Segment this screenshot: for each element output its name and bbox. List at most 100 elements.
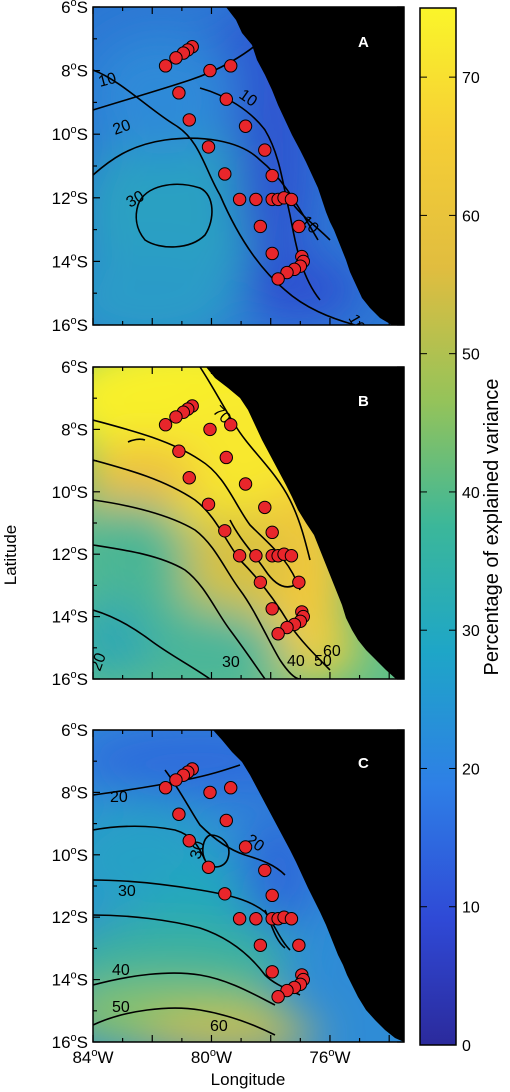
station-marker — [258, 863, 272, 878]
station-marker — [232, 549, 247, 563]
lat-tick-label: 8oS — [61, 61, 88, 81]
station-marker — [265, 965, 279, 979]
station-marker — [158, 59, 173, 73]
lat-tick-label: 10oS — [52, 482, 88, 502]
station-marker — [253, 219, 268, 234]
colorbar: 0 10 20 30 40 50 60 70 Percentage of explained … — [419, 7, 503, 1055]
station-marker — [238, 477, 253, 491]
colorbar-label: Percentage of explained variance — [481, 379, 503, 676]
lon-tick-label: 76oW — [309, 1047, 350, 1067]
colorbar-tick-label: 0 — [462, 1038, 471, 1055]
contour-label: 30 — [222, 654, 240, 671]
station-marker — [249, 912, 263, 926]
station-marker — [172, 86, 186, 100]
station-marker — [224, 59, 238, 73]
station-marker — [292, 575, 306, 589]
station-marker — [169, 51, 183, 65]
contour-label: 10 — [97, 70, 119, 91]
panel-c-label: C — [358, 755, 369, 772]
lat-tick-label: 14oS — [52, 970, 88, 990]
station-marker — [203, 785, 217, 800]
lat-tick-label: 6oS — [61, 0, 88, 17]
lon-tick-label: 84oW — [72, 1047, 113, 1067]
panel-c: 20 20 30 30 40 50 60 C — [93, 730, 404, 1042]
station-marker — [232, 192, 247, 207]
station-marker — [158, 781, 173, 795]
station-marker — [265, 888, 279, 903]
lat-tick-label: 8oS — [61, 419, 88, 439]
contour-label: 30 — [124, 188, 148, 212]
station-marker — [182, 471, 196, 485]
colorbar-tick-label: 70 — [462, 70, 480, 87]
station-marker — [265, 168, 279, 183]
contour-label: 20 — [88, 651, 110, 674]
lat-tick-label: 16oS — [52, 669, 88, 689]
colorbar-tick-label: 20 — [462, 761, 480, 778]
station-marker — [265, 602, 279, 616]
station-marker — [271, 272, 285, 286]
station-marker — [224, 781, 238, 795]
lon-tick-label: 80oW — [191, 1047, 232, 1067]
station-marker — [258, 500, 272, 515]
lat-tick-label: 8oS — [61, 782, 88, 802]
contour-label: 60 — [323, 643, 341, 660]
station-marker — [284, 549, 299, 563]
station-marker — [172, 807, 186, 821]
lat-tick-label: 14oS — [52, 251, 88, 271]
x-axis-label: Longitude — [211, 1070, 286, 1089]
station-marker — [249, 549, 263, 563]
panel-b: 70 20 30 40 50 60 B — [88, 367, 404, 679]
station-marker — [203, 422, 217, 437]
panel-a: 10 20 30 10 10 10 A — [93, 7, 404, 325]
panel-a-label: A — [358, 34, 369, 51]
station-marker — [182, 834, 196, 848]
panel-c-field-shading — [93, 730, 330, 1042]
contour-label: 30 — [118, 883, 136, 900]
colorbar-ramp — [419, 7, 457, 1046]
panel-c-stations — [158, 762, 310, 1004]
station-marker — [292, 938, 306, 952]
colorbar-ticks: 0 10 20 30 40 50 60 70 — [420, 70, 480, 1055]
station-marker — [284, 912, 299, 926]
station-marker — [265, 525, 279, 540]
colorbar-tick-label: 10 — [462, 900, 480, 917]
station-marker — [172, 444, 186, 458]
station-marker — [292, 219, 306, 234]
station-marker — [169, 410, 183, 424]
station-marker — [218, 887, 232, 901]
station-marker — [218, 524, 232, 538]
colorbar-tick-label: 30 — [462, 623, 480, 640]
station-marker — [201, 860, 216, 874]
station-marker — [271, 627, 285, 641]
lat-tick-label: 12oS — [52, 907, 88, 927]
contour-label: 50 — [314, 653, 332, 670]
station-marker — [219, 450, 233, 465]
contour-label: 40 — [112, 962, 130, 979]
lat-tick-label: 16oS — [52, 315, 88, 335]
colorbar-tick-label: 60 — [462, 208, 480, 225]
lat-tick-label: 12oS — [52, 188, 88, 208]
station-marker — [253, 575, 268, 589]
station-marker — [219, 813, 233, 828]
station-marker — [284, 192, 299, 207]
station-marker — [265, 246, 279, 261]
station-marker — [249, 192, 263, 207]
lat-tick-label: 6oS — [61, 720, 88, 740]
panel-b-label: B — [358, 393, 369, 410]
station-marker — [169, 773, 183, 787]
contour-label: 20 — [110, 789, 128, 806]
station-marker — [271, 990, 285, 1004]
axes: 6oS 8oS 10oS 12oS 14oS 16oS 6oS 8oS 10oS 12oS 14oS… — [52, 0, 404, 1067]
lat-tick-label: 10oS — [52, 124, 88, 144]
lat-tick-label: 6oS — [61, 357, 88, 377]
station-marker — [218, 167, 232, 181]
contour-label: 50 — [112, 999, 130, 1016]
station-marker — [224, 418, 238, 432]
panel-b-land — [206, 367, 404, 679]
station-marker — [258, 143, 272, 157]
station-marker — [182, 113, 196, 127]
lat-tick-label: 16oS — [52, 1032, 88, 1052]
station-marker — [253, 938, 268, 952]
lat-tick-label: 12oS — [52, 544, 88, 564]
